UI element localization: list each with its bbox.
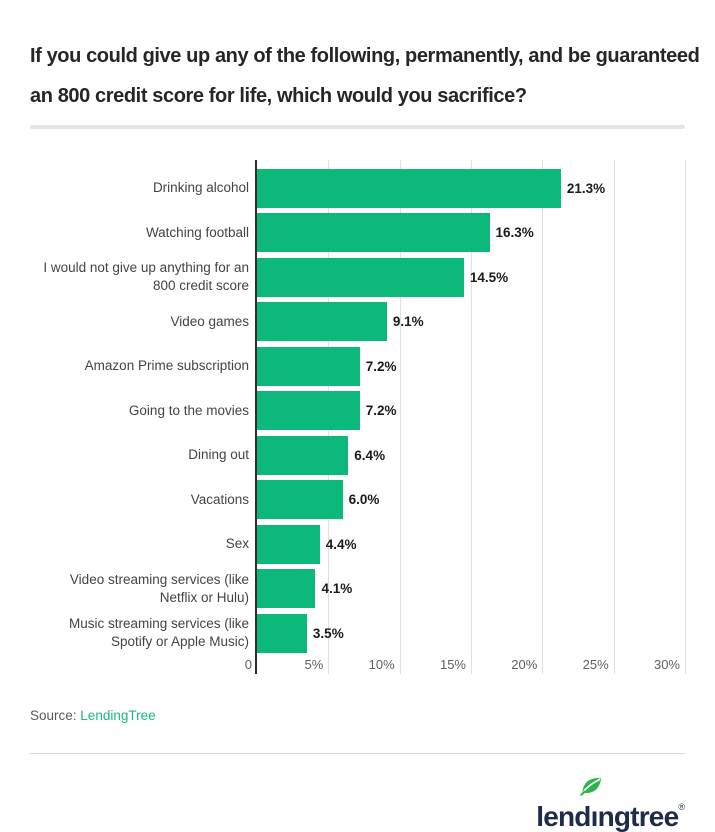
chart-row: Dining out 6.4% [30,433,685,478]
chart-row: Video games 9.1% [30,300,685,345]
bar[interactable] [257,613,307,653]
value-label: 6.4% [354,447,386,463]
y-axis-line [255,160,257,674]
category-label: Going to the movies [128,402,249,418]
chart-row: Going to the movies 7.2% [30,389,685,434]
bar-area: 14.5% [257,255,685,300]
logo-dotless-i: ı [590,801,599,832]
x-tick-label: 20% [511,657,538,672]
chart-title: If you could give up any of the followin… [30,0,700,116]
value-label: 14.5% [469,269,509,285]
value-label: 4.1% [321,581,353,597]
bar-area: 4.1% [257,567,685,612]
logo-text-after: ngtree [597,801,680,832]
value-label: 3.5% [312,625,344,641]
category-label: Dining out [188,447,249,463]
bar[interactable] [257,213,490,253]
bar[interactable] [257,302,387,342]
bar[interactable] [257,435,349,475]
chart-title-line2: an 800 credit score for life, which woul… [30,85,527,107]
bar[interactable] [257,569,316,609]
bar-area: 9.1% [257,300,685,345]
chart-row: Watching football 16.3% [30,211,685,256]
bar-area: 6.0% [257,478,685,523]
gridline [399,160,401,674]
source-label: Source: [30,708,77,723]
x-tick-label: 25% [582,657,609,672]
x-tick-label: 30% [653,657,680,672]
bar-area: 7.2% [257,389,685,434]
category-label: Video games [170,313,249,329]
bar[interactable] [257,524,320,564]
category-label: Amazon Prime subscription [84,358,249,374]
category-label: Drinking alcohol [152,180,249,196]
chart-row: Drinking alcohol 21.3% [30,166,685,211]
category-label: I would not give up anything for an 800 … [43,260,249,294]
registered-mark: ® [678,802,685,812]
chart-row: Amazon Prime subscription 7.2% [30,344,685,389]
bar[interactable] [257,391,360,431]
bar[interactable] [257,480,343,520]
bar-area: 16.3% [257,211,685,256]
source-link[interactable]: LendingTree [80,708,156,723]
bar-area: 6.4% [257,433,685,478]
leaf-icon [580,778,602,796]
gridline [471,160,472,674]
bar-area: 7.2% [257,344,685,389]
bar[interactable] [257,257,464,297]
bar[interactable] [257,168,561,208]
chart-row: Sex 4.4% [30,522,685,567]
bar-chart: Drinking alcohol 21.3% Watching football 16… [30,160,686,674]
x-tick-label: 0 [244,657,252,672]
chart-row: Music streaming services (like Spotify o… [30,611,685,656]
chart-row: I would not give up anything for an 800 … [30,255,685,300]
x-axis-ticks: 0 5% 10% 15% 20% 25% 30% [245,652,685,674]
chart-row: Video streaming services (like Netflix o… [30,567,685,612]
bar-area: 3.5% [257,611,685,656]
value-label: 16.3% [495,225,534,241]
value-label: 9.1% [392,314,424,330]
value-label: 6.0% [348,492,380,508]
value-label: 7.2% [365,403,397,419]
lendingtree-logo: lendıngtree® [536,778,685,832]
chart-rows: Drinking alcohol 21.3% Watching football 16… [30,166,685,656]
category-label: Music streaming services (like Spotify o… [68,616,249,650]
bar[interactable] [257,346,360,386]
x-tick-label: 10% [368,657,395,672]
source-line: Source: LendingTree [30,708,685,723]
category-label: Watching football [145,224,249,240]
chart-row: Vacations 6.0% [30,478,685,523]
category-label: Vacations [190,491,249,507]
x-tick-label: 15% [439,657,466,672]
gridline [613,160,615,674]
gridline [685,160,686,674]
value-label: 4.4% [325,536,357,552]
category-label: Sex [225,536,249,552]
gridline [542,160,544,674]
x-tick-label: 5% [304,657,324,672]
chart-title-line1: If you could give up any of the followin… [30,45,700,67]
bar-area: 21.3% [257,166,685,211]
bar-area: 4.4% [257,522,685,567]
title-divider [30,125,685,129]
category-label: Video streaming services (like Netflix o… [69,571,249,605]
value-label: 21.3% [566,180,606,196]
footer-divider [30,753,685,754]
logo-text-before: lend [536,801,591,832]
value-label: 7.2% [365,358,397,374]
footer: lendıngtree® [30,778,685,832]
